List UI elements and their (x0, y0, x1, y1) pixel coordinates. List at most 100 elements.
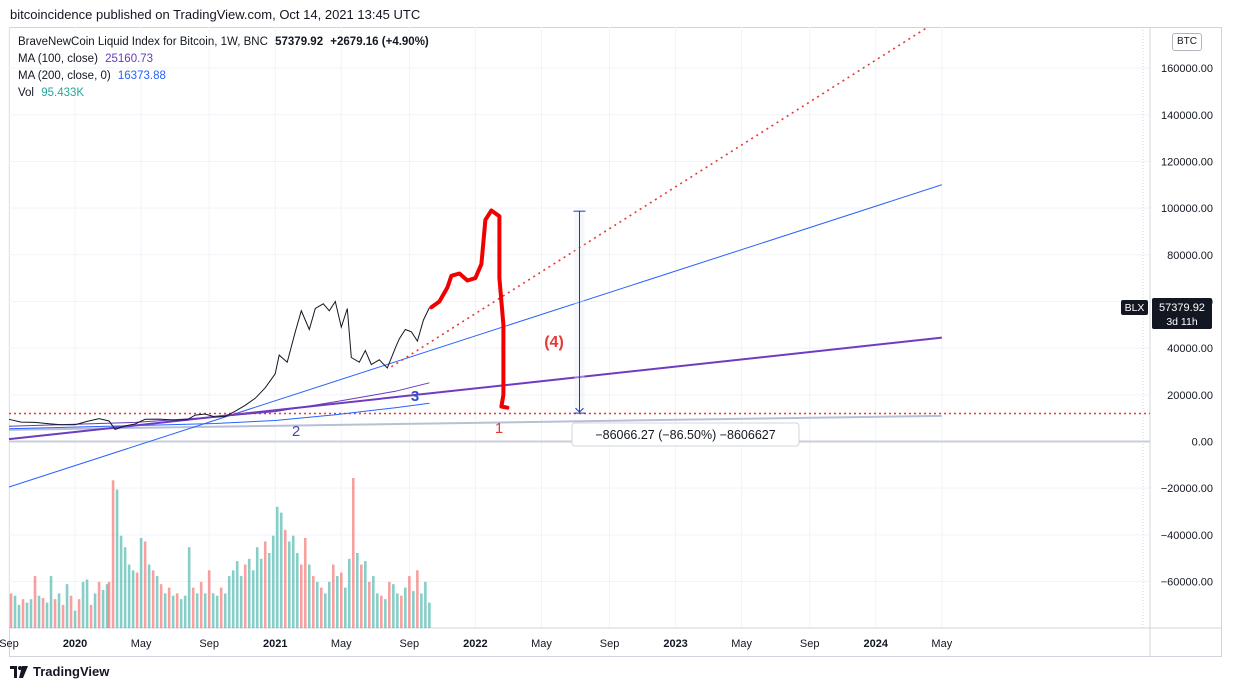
volume-bar (135, 572, 139, 628)
volume-bar (53, 599, 57, 628)
volume-bar (376, 593, 379, 628)
legend-change: +2679.16 (+4.90%) (330, 36, 429, 48)
volume-bar (416, 570, 419, 628)
volume-bar (408, 576, 411, 628)
legend-ma100-row[interactable]: MA (100, close) 25160.73 (18, 51, 429, 68)
volume-bar (352, 478, 355, 628)
volume-bar (388, 581, 391, 628)
volume-bar (291, 535, 295, 628)
volume-bar (231, 570, 235, 628)
volume-bar (167, 587, 171, 628)
price-tag-box (1152, 298, 1212, 329)
volume-bar (299, 564, 303, 628)
volume-bar (41, 598, 45, 628)
volume-bar (319, 587, 323, 628)
volume-bar (424, 581, 427, 628)
measure-arrowhead (575, 407, 584, 413)
volume-bar (323, 593, 327, 628)
volume-bar (343, 587, 347, 628)
volume-bar (239, 576, 243, 628)
legend-vol-label: Vol (18, 87, 34, 99)
volume-bar (127, 564, 131, 628)
publish-info: bitcoincidence published on TradingView.… (10, 7, 421, 22)
legend-ma200-label: MA (200, close, 0) (18, 70, 111, 82)
legend-ma100-value: 25160.73 (105, 53, 154, 65)
volume-bar (45, 602, 49, 628)
volume-bar (111, 480, 115, 628)
volume-bar (380, 595, 383, 628)
volume-bar (143, 541, 147, 628)
legend-vol-row[interactable]: Vol 95.433K (18, 85, 429, 102)
volume-bar (171, 595, 175, 628)
annotation-2: 2 (292, 423, 300, 440)
volume-bar (303, 538, 307, 628)
volume-bar (412, 591, 415, 628)
volume-bar (17, 604, 21, 628)
x-tick-label: 2023 (663, 638, 687, 650)
volume-bar (199, 581, 203, 628)
x-tick-label: May (531, 638, 552, 650)
dotted-red-trendline (390, 27, 927, 368)
volume-bar (207, 570, 211, 628)
volume-bar (392, 584, 395, 628)
volume-bar (420, 593, 423, 628)
volume-bar (235, 561, 239, 628)
volume-bar (119, 535, 123, 628)
volume-bar (275, 506, 279, 628)
volume-bar (61, 604, 65, 628)
volume-bar (400, 595, 403, 628)
volume-bar (187, 547, 191, 628)
x-tick-label: 2024 (864, 638, 889, 650)
volume-bar (227, 576, 231, 628)
ticker-tag-box[interactable] (1121, 300, 1148, 315)
volume-bar (155, 576, 159, 628)
blue-trendline (8, 184, 942, 488)
x-tick-label: May (931, 638, 952, 650)
volume-bar (163, 593, 167, 628)
legend-last: 57379.92 (275, 36, 324, 48)
volume-bar (73, 610, 77, 628)
volume-bar (311, 576, 315, 628)
footer-brand[interactable]: TradingView (10, 664, 109, 679)
volume-bar (97, 581, 101, 628)
ticker-tag: BLX (1125, 302, 1145, 314)
y-tick-label: −20000.00 (1161, 483, 1213, 495)
y-tick-label: −40000.00 (1161, 530, 1213, 542)
price-line (8, 300, 430, 430)
volume-bar (21, 599, 25, 628)
x-tick-label: 2021 (263, 638, 287, 650)
volume-bar (131, 570, 135, 628)
volume-bar (183, 595, 187, 628)
price-tag-countdown: 3d 11h (1166, 316, 1197, 328)
volume-bar (195, 593, 199, 628)
volume-bar (247, 558, 251, 628)
volume-bar (191, 587, 195, 628)
volume-bar (368, 581, 371, 628)
volume-bar (29, 599, 33, 628)
volume-bar (93, 593, 97, 628)
price-tag-value: 57379.92 (1159, 302, 1205, 314)
volume-bar (279, 512, 283, 628)
annotation-1: 1 (495, 420, 503, 437)
currency-badge[interactable]: BTC (1172, 33, 1202, 51)
x-tick-label: Sep (199, 638, 219, 650)
measure-label: −86066.27 (−86.50%) −8606627 (595, 428, 775, 442)
volume-bar (259, 558, 263, 628)
volume-bar (81, 581, 85, 628)
legend-symbol[interactable]: BraveNewCoin Liquid Index for Bitcoin, 1… (18, 36, 268, 48)
y-tick-label: 100000.00 (1161, 203, 1213, 215)
volume-bar (372, 576, 375, 628)
volume-bar (243, 564, 247, 628)
hand-drawn-path (429, 208, 510, 410)
legend-ma200-row[interactable]: MA (200, close, 0) 16373.88 (18, 68, 429, 85)
volume-bar (115, 489, 119, 628)
volume-bar (25, 602, 29, 628)
volume-bar (404, 587, 407, 628)
x-tick-label: Sep (600, 638, 620, 650)
x-tick-label: Sep (800, 638, 820, 650)
x-tick-label: May (731, 638, 752, 650)
gray-trendline (8, 414, 942, 431)
legend-symbol-row: BraveNewCoin Liquid Index for Bitcoin, 1… (18, 34, 429, 51)
volume-bar (219, 587, 223, 628)
